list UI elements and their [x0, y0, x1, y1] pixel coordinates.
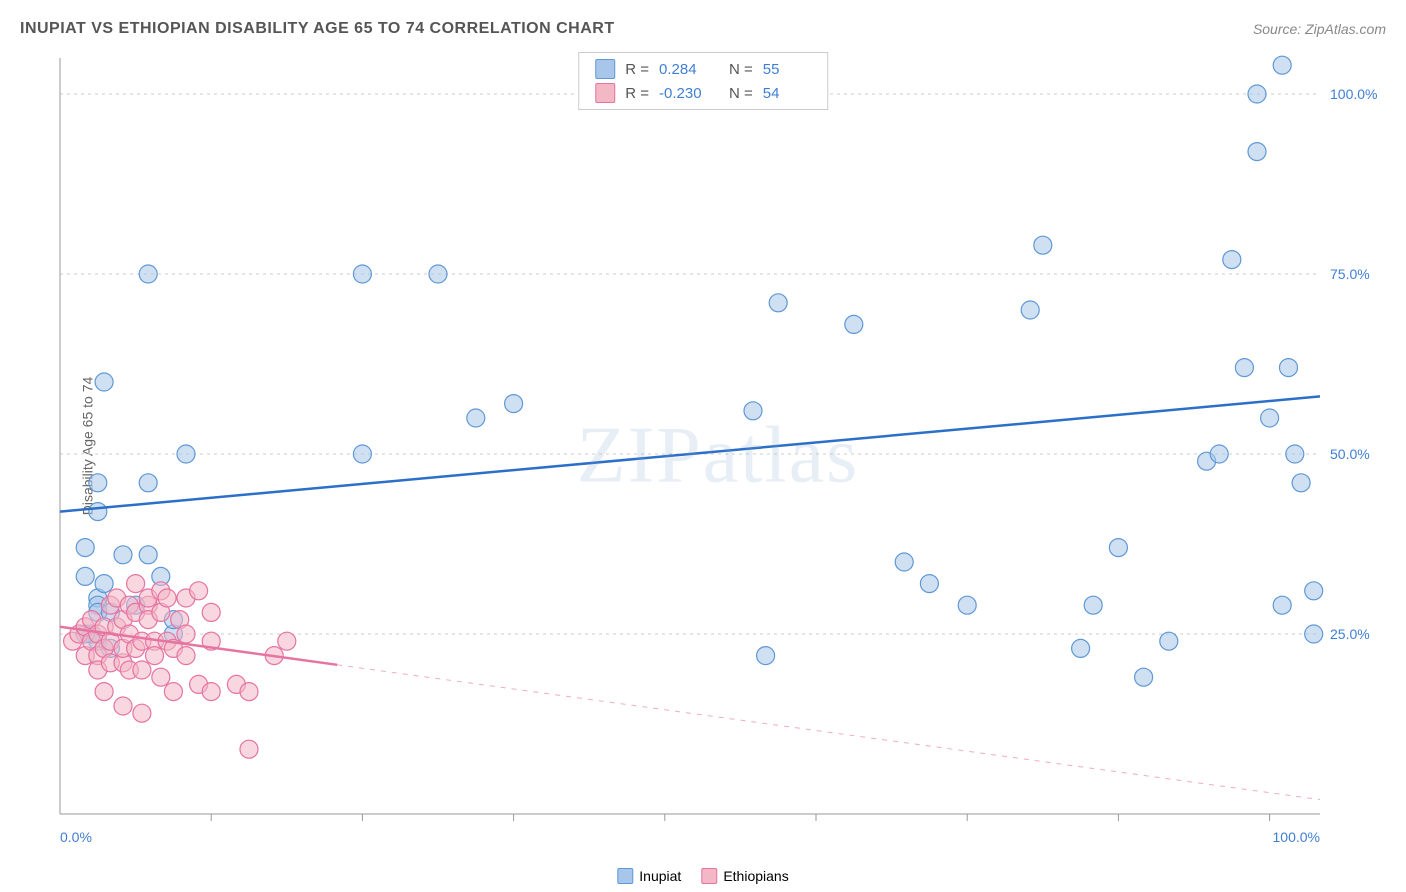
scatter-point — [353, 265, 371, 283]
scatter-point — [1261, 409, 1279, 427]
scatter-point — [1034, 236, 1052, 254]
scatter-point — [1072, 639, 1090, 657]
scatter-point — [1273, 596, 1291, 614]
scatter-point — [1235, 359, 1253, 377]
scatter-point — [95, 683, 113, 701]
scatter-point — [240, 683, 258, 701]
legend-swatch-icon — [617, 868, 633, 884]
scatter-point — [127, 575, 145, 593]
source-attribution: Source: ZipAtlas.com — [1253, 21, 1386, 37]
scatter-point — [76, 567, 94, 585]
n-label: N = — [729, 85, 753, 102]
scatter-point — [744, 402, 762, 420]
scatter-point — [76, 539, 94, 557]
scatter-point — [769, 294, 787, 312]
r-value: 0.284 — [659, 61, 719, 78]
scatter-point — [429, 265, 447, 283]
scatter-point — [958, 596, 976, 614]
scatter-point — [1248, 85, 1266, 103]
r-label: R = — [625, 85, 649, 102]
chart-title: INUPIAT VS ETHIOPIAN DISABILITY AGE 65 T… — [20, 20, 615, 38]
scatter-point — [95, 373, 113, 391]
r-label: R = — [625, 61, 649, 78]
scatter-point — [1280, 359, 1298, 377]
legend-label: Inupiat — [639, 868, 681, 884]
y-tick-label: 100.0% — [1330, 86, 1377, 102]
n-value: 55 — [763, 61, 811, 78]
scatter-point — [190, 582, 208, 600]
scatter-point — [1273, 56, 1291, 74]
scatter-point — [1160, 632, 1178, 650]
scatter-point — [133, 704, 151, 722]
trend-line-extrapolated — [337, 665, 1320, 800]
scatter-point — [177, 445, 195, 463]
legend-bottom: Inupiat Ethiopians — [617, 868, 788, 884]
scatter-point — [177, 647, 195, 665]
scatter-point — [177, 625, 195, 643]
chart-header: INUPIAT VS ETHIOPIAN DISABILITY AGE 65 T… — [20, 20, 1386, 38]
scatter-point — [139, 546, 157, 564]
n-value: 54 — [763, 85, 811, 102]
scatter-point — [1021, 301, 1039, 319]
scatter-point — [89, 474, 107, 492]
scatter-point — [146, 647, 164, 665]
scatter-point — [1305, 582, 1323, 600]
scatter-point — [202, 683, 220, 701]
scatter-point — [1248, 143, 1266, 161]
r-value: -0.230 — [659, 85, 719, 102]
stats-row: R = 0.284 N = 55 — [579, 57, 827, 81]
scatter-chart: 25.0% 50.0% 75.0% 100.0% 0.0% 100.0% — [50, 50, 1386, 862]
scatter-point — [152, 668, 170, 686]
scatter-point — [1210, 445, 1228, 463]
scatter-point — [1084, 596, 1102, 614]
scatter-point — [1135, 668, 1153, 686]
correlation-stats-box: R = 0.284 N = 55 R = -0.230 N = 54 — [578, 52, 828, 110]
stats-row: R = -0.230 N = 54 — [579, 81, 827, 105]
x-tick-label: 100.0% — [1273, 829, 1320, 845]
scatter-point — [1305, 625, 1323, 643]
scatter-point — [158, 589, 176, 607]
scatter-point — [895, 553, 913, 571]
y-tick-label: 25.0% — [1330, 626, 1370, 642]
scatter-point — [845, 315, 863, 333]
scatter-point — [139, 265, 157, 283]
y-tick-label: 50.0% — [1330, 446, 1370, 462]
scatter-point — [139, 474, 157, 492]
legend-swatch-icon — [595, 83, 615, 103]
legend-swatch-icon — [595, 59, 615, 79]
scatter-point — [1286, 445, 1304, 463]
y-tick-label: 75.0% — [1330, 266, 1370, 282]
scatter-point — [467, 409, 485, 427]
scatter-point — [133, 661, 151, 679]
scatter-point — [1109, 539, 1127, 557]
n-label: N = — [729, 61, 753, 78]
scatter-point — [353, 445, 371, 463]
scatter-point — [1223, 251, 1241, 269]
scatter-point — [95, 575, 113, 593]
scatter-point — [240, 740, 258, 758]
scatter-point — [114, 697, 132, 715]
scatter-point — [164, 683, 182, 701]
chart-container: ZIPatlas 25.0%50.0%75.0%100.0%0.0%100.0% — [50, 50, 1386, 862]
scatter-point — [757, 647, 775, 665]
scatter-point — [202, 603, 220, 621]
scatter-point — [278, 632, 296, 650]
legend-swatch-icon — [701, 868, 717, 884]
legend-item: Inupiat — [617, 868, 681, 884]
legend-label: Ethiopians — [723, 868, 788, 884]
x-tick-label: 0.0% — [60, 829, 92, 845]
scatter-point — [114, 546, 132, 564]
legend-item: Ethiopians — [701, 868, 788, 884]
scatter-point — [505, 395, 523, 413]
scatter-point — [1292, 474, 1310, 492]
scatter-point — [89, 503, 107, 521]
scatter-point — [920, 575, 938, 593]
